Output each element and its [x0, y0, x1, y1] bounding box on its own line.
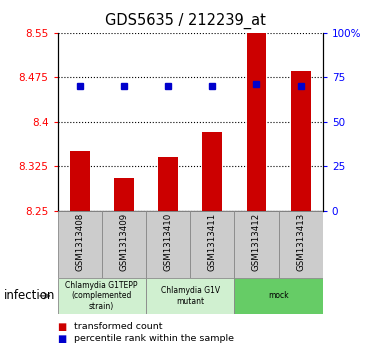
Bar	[202, 132, 222, 211]
Bar	[102, 211, 146, 278]
Bar	[279, 211, 323, 278]
Text: GSM1313410: GSM1313410	[164, 213, 173, 271]
Bar	[234, 211, 279, 278]
Text: infection: infection	[4, 289, 55, 302]
Bar	[146, 278, 234, 314]
Text: Chlamydia G1TEPP
(complemented
strain): Chlamydia G1TEPP (complemented strain)	[65, 281, 138, 311]
Bar	[114, 178, 134, 211]
Text: GSM1313408: GSM1313408	[75, 213, 84, 271]
Bar	[58, 278, 146, 314]
Text: ■: ■	[58, 334, 67, 344]
Bar	[246, 30, 266, 211]
Bar	[234, 278, 323, 314]
Bar	[291, 71, 311, 211]
Text: GSM1313409: GSM1313409	[119, 213, 128, 271]
Text: percentile rank within the sample: percentile rank within the sample	[74, 334, 234, 343]
Text: GSM1313412: GSM1313412	[252, 213, 261, 271]
Text: GSM1313411: GSM1313411	[208, 213, 217, 271]
Text: mock: mock	[268, 291, 289, 300]
Text: GDS5635 / 212239_at: GDS5635 / 212239_at	[105, 13, 266, 29]
Bar	[190, 211, 234, 278]
Bar	[70, 151, 89, 211]
Text: GSM1313413: GSM1313413	[296, 213, 305, 271]
Bar	[158, 157, 178, 211]
Bar	[58, 211, 102, 278]
Text: transformed count: transformed count	[74, 322, 163, 331]
Text: Chlamydia G1V
mutant: Chlamydia G1V mutant	[161, 286, 220, 306]
Text: ■: ■	[58, 322, 67, 332]
Bar	[146, 211, 190, 278]
